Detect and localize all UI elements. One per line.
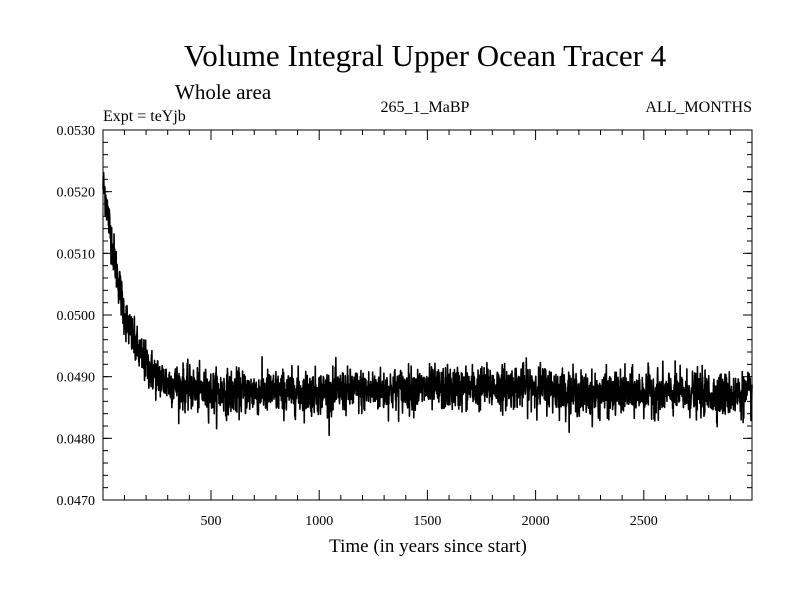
y-tick-label: 0.0490 [57, 371, 96, 386]
chart-title: Volume Integral Upper Ocean Tracer 4 [184, 38, 667, 73]
y-tick-label: 0.0520 [57, 186, 96, 201]
series-layer [102, 171, 753, 437]
y-tick-label: 0.0530 [57, 124, 96, 139]
x-tick-label: 2000 [522, 514, 550, 529]
y-tick-label: 0.0510 [57, 247, 96, 262]
chart-subtitle: Whole area [175, 80, 272, 104]
series-line [102, 171, 753, 437]
y-tick-label: 0.0480 [57, 432, 96, 447]
expt-label: Expt = teYjb [103, 108, 186, 125]
y-tick-label: 0.0470 [57, 494, 96, 509]
x-tick-label: 2500 [630, 514, 658, 529]
y-tick-label: 0.0500 [57, 309, 96, 324]
run-label: 265_1_MaBP [381, 99, 470, 116]
months-label: ALL_MONTHS [645, 99, 752, 116]
x-tick-label: 1000 [305, 514, 333, 529]
x-axis-label: Time (in years since start) [329, 536, 527, 557]
x-tick-label: 1500 [413, 514, 441, 529]
x-tick-label: 500 [200, 514, 221, 529]
ticks-layer: 0.0470 0.0480 0.0490 0.0500 0.0510 0.0520 0.05… [57, 124, 752, 529]
plot-frame [102, 129, 753, 501]
